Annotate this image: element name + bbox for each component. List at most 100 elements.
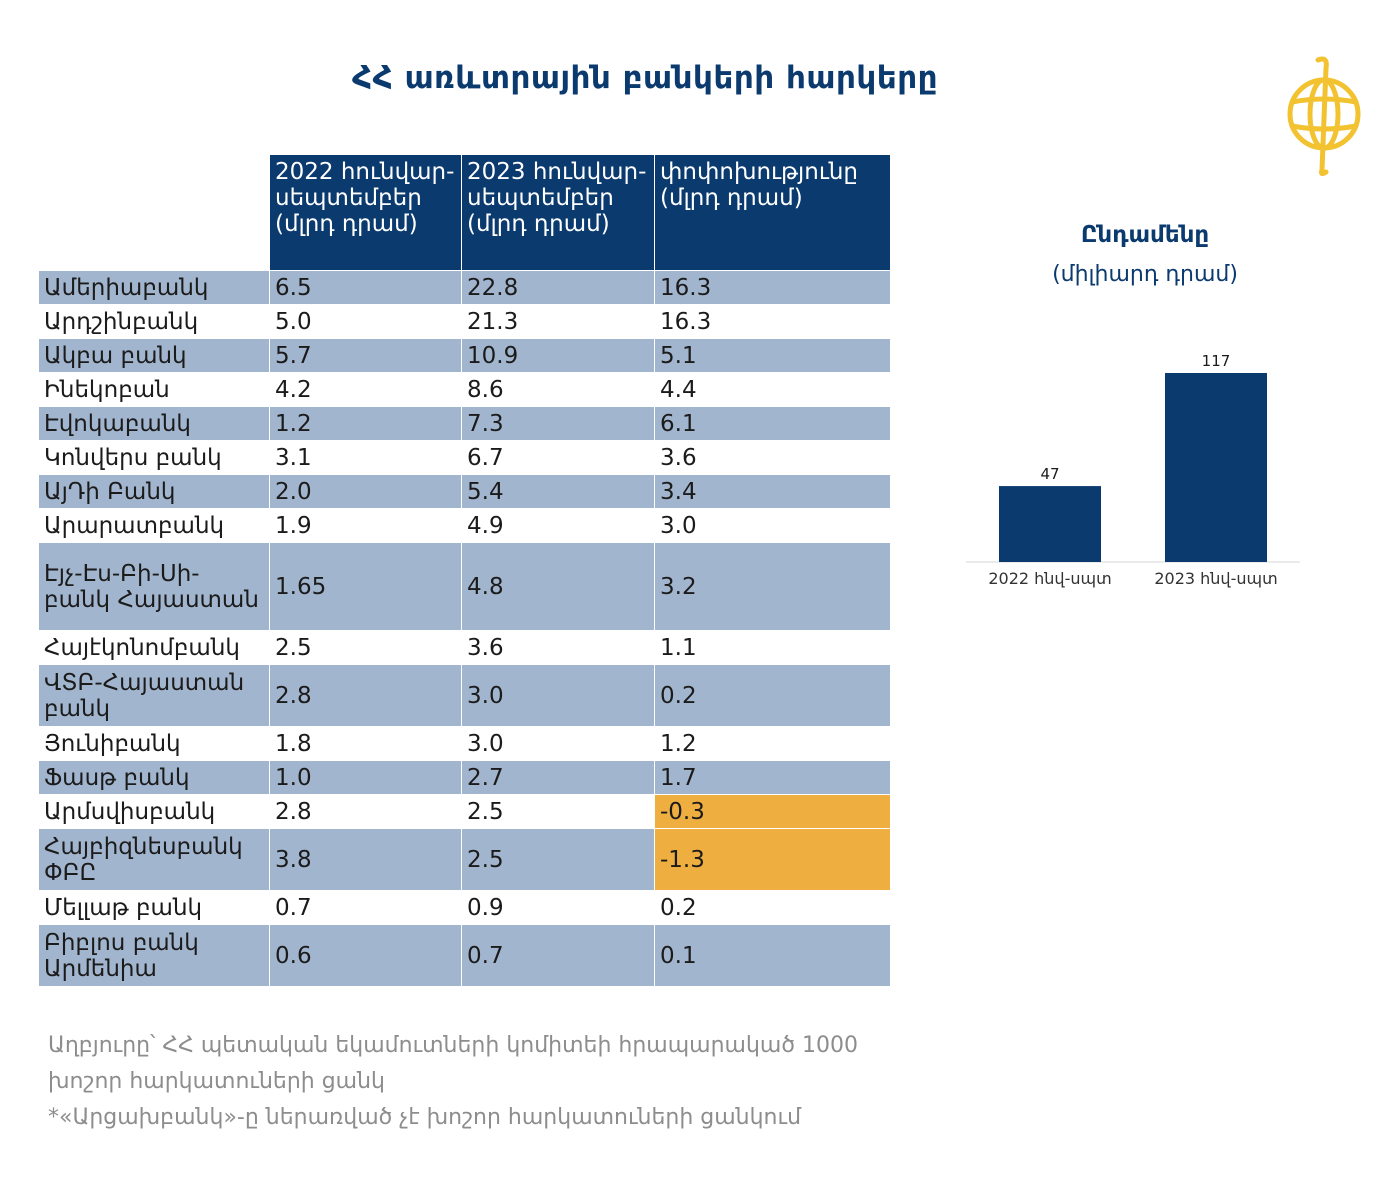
table-row: Հայբիզնեսբանկ ՓԲԸ 3.8 2.5 -1.3 xyxy=(38,828,891,891)
table-row: Մելլաթ բանկ 0.7 0.9 0.2 xyxy=(38,890,891,925)
bank-name: Արդշինբանկ xyxy=(38,304,270,339)
bar-1 xyxy=(999,486,1101,562)
value-2023: 2.5 xyxy=(461,828,655,891)
table-row: Էյչ-Էս-Բի-Սի-բանկ Հայաստան 1.65 4.8 3.2 xyxy=(38,542,891,631)
bank-name: Ֆասթ բանկ xyxy=(38,760,270,795)
value-2022: 1.2 xyxy=(269,406,462,441)
value-2022: 1.9 xyxy=(269,508,462,543)
table-row: Ֆասթ բանկ 1.0 2.7 1.7 xyxy=(38,760,891,795)
table-row: ՎՏԲ-Հայաստան բանկ 2.8 3.0 0.2 xyxy=(38,664,891,727)
bank-name: Արարատբանկ xyxy=(38,508,270,543)
value-2023: 3.0 xyxy=(461,664,655,727)
value-change: 3.4 xyxy=(654,474,891,509)
value-2023: 2.7 xyxy=(461,760,655,795)
value-2023: 0.9 xyxy=(461,890,655,925)
table-row: Բիբլոս բանկ Արմենիա 0.6 0.7 0.1 xyxy=(38,924,891,987)
value-change: 16.3 xyxy=(654,304,891,339)
table-row: Կոնվերս բանկ 3.1 6.7 3.6 xyxy=(38,440,891,475)
bank-name: Ակբա բանկ xyxy=(38,338,270,373)
header-change: փոփոխությունը (մլրդ դրամ) xyxy=(654,154,891,271)
value-2022: 2.8 xyxy=(269,664,462,727)
value-change: 1.7 xyxy=(654,760,891,795)
value-2022: 2.5 xyxy=(269,630,462,665)
bank-name: Էյչ-Էս-Բի-Սի-բանկ Հայաստան xyxy=(38,542,270,631)
value-change: 1.2 xyxy=(654,726,891,761)
value-change: 4.4 xyxy=(654,372,891,407)
value-change: -0.3 xyxy=(654,794,891,829)
table-row: Ակբա բանկ 5.7 10.9 5.1 xyxy=(38,338,891,373)
total-bar-chart: 47 2022 հնվ-սպտ 117 2023 հնվ-սպտ xyxy=(966,352,1300,588)
value-change: 0.1 xyxy=(654,924,891,987)
value-2023: 6.7 xyxy=(461,440,655,475)
value-2023: 21.3 xyxy=(461,304,655,339)
bank-name: Հայբիզնեսբանկ ՓԲԸ xyxy=(38,828,270,891)
bank-name: Էվոկաբանկ xyxy=(38,406,270,441)
table-header-row: 2022 հունվար-սեպտեմբեր (մլրդ դրամ) 2023 … xyxy=(38,154,891,271)
value-2023: 8.6 xyxy=(461,372,655,407)
value-2023: 4.9 xyxy=(461,508,655,543)
value-2022: 5.7 xyxy=(269,338,462,373)
value-change: 0.2 xyxy=(654,890,891,925)
value-2023: 0.7 xyxy=(461,924,655,987)
bank-name: Մելլաթ բանկ xyxy=(38,890,270,925)
value-change: 3.2 xyxy=(654,542,891,631)
value-2023: 3.6 xyxy=(461,630,655,665)
table-row: Արարատբանկ 1.9 4.9 3.0 xyxy=(38,508,891,543)
bank-tax-table: 2022 հունվար-սեպտեմբեր (մլրդ դրամ) 2023 … xyxy=(38,154,891,987)
value-change: 0.2 xyxy=(654,664,891,727)
chart-title: Ընդամենը xyxy=(1080,222,1210,248)
value-2022: 0.6 xyxy=(269,924,462,987)
data-label-2: 117 xyxy=(1202,352,1231,370)
value-change: 6.1 xyxy=(654,406,891,441)
value-2022: 1.8 xyxy=(269,726,462,761)
value-2023: 5.4 xyxy=(461,474,655,509)
value-2022: 2.8 xyxy=(269,794,462,829)
data-label-1: 47 xyxy=(1040,465,1059,483)
bank-name: Ինեկոբան xyxy=(38,372,270,407)
value-2023: 10.9 xyxy=(461,338,655,373)
bank-name: Բիբլոս բանկ Արմենիա xyxy=(38,924,270,987)
category-label-1: 2022 հնվ-սպտ xyxy=(988,569,1111,588)
chart-subtitle: (միլիարդ դրամ) xyxy=(1052,262,1238,287)
value-change: 3.6 xyxy=(654,440,891,475)
category-label-2: 2023 հնվ-սպտ xyxy=(1154,569,1277,588)
exclusion-note: *«Արցախբանկ»-ը ներառված չէ խոշոր հարկատո… xyxy=(48,1105,802,1130)
header-2022: 2022 հունվար-սեպտեմբեր (մլրդ դրամ) xyxy=(269,154,462,271)
table-row: Արդշինբանկ 5.0 21.3 16.3 xyxy=(38,304,891,339)
value-2022: 1.0 xyxy=(269,760,462,795)
value-2022: 1.65 xyxy=(269,542,462,631)
value-2022: 4.2 xyxy=(269,372,462,407)
value-2023: 3.0 xyxy=(461,726,655,761)
table-row: Ինեկոբան 4.2 8.6 4.4 xyxy=(38,372,891,407)
value-2022: 5.0 xyxy=(269,304,462,339)
table-row: Էվոկաբանկ 1.2 7.3 6.1 xyxy=(38,406,891,441)
value-2022: 0.7 xyxy=(269,890,462,925)
page-title: ՀՀ առևտրային բանկերի հարկերը xyxy=(351,60,939,96)
globe-logo-icon xyxy=(1287,56,1361,176)
bank-name: Յունիբանկ xyxy=(38,726,270,761)
value-2023: 22.8 xyxy=(461,270,655,305)
source-note: Աղբյուրը՝ ՀՀ պետական եկամուտների կոմիտեի… xyxy=(48,1033,858,1094)
table-row: Արմսվիսբանկ 2.8 2.5 -0.3 xyxy=(38,794,891,829)
bank-name: Արմսվիսբանկ xyxy=(38,794,270,829)
header-2023: 2023 հունվար-սեպտեմբեր (մլրդ դրամ) xyxy=(461,154,655,271)
value-2023: 4.8 xyxy=(461,542,655,631)
table-row: Ամերիաբանկ 6.5 22.8 16.3 xyxy=(38,270,891,305)
value-change: 1.1 xyxy=(654,630,891,665)
bar-2 xyxy=(1165,373,1267,562)
value-change: 5.1 xyxy=(654,338,891,373)
table-row: Հայէկոնոմբանկ 2.5 3.6 1.1 xyxy=(38,630,891,665)
value-2022: 3.1 xyxy=(269,440,462,475)
value-2023: 2.5 xyxy=(461,794,655,829)
value-change: 3.0 xyxy=(654,508,891,543)
bank-name: ԱյԴի Բանկ xyxy=(38,474,270,509)
value-2023: 7.3 xyxy=(461,406,655,441)
bank-name: ՎՏԲ-Հայաստան բանկ xyxy=(38,664,270,727)
value-2022: 2.0 xyxy=(269,474,462,509)
bank-name: Կոնվերս բանկ xyxy=(38,440,270,475)
value-change: -1.3 xyxy=(654,828,891,891)
bank-name: Հայէկոնոմբանկ xyxy=(38,630,270,665)
footer: Աղբյուրը՝ ՀՀ պետական եկամուտների կոմիտեի… xyxy=(48,1028,918,1136)
value-change: 16.3 xyxy=(654,270,891,305)
table-row: ԱյԴի Բանկ 2.0 5.4 3.4 xyxy=(38,474,891,509)
